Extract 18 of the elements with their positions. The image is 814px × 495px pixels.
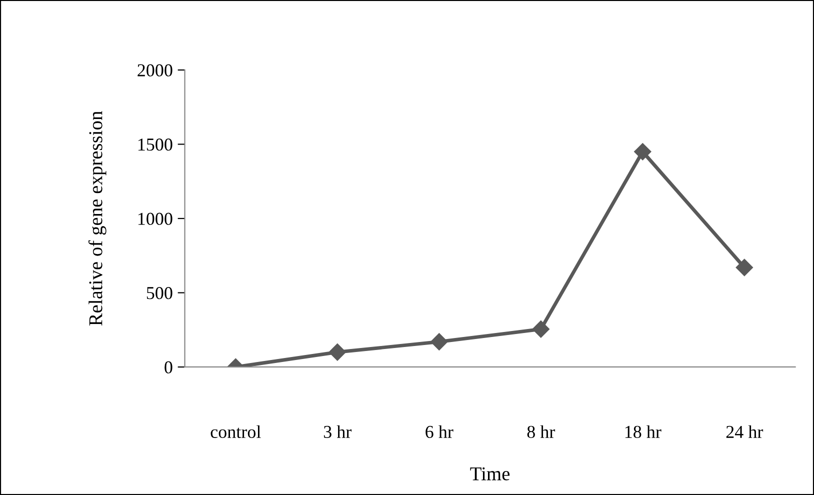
y-tick-label: 1000 xyxy=(138,212,172,225)
x-tick-label: 24 hr xyxy=(726,425,764,438)
x-tick-label: control xyxy=(210,425,261,438)
x-tick-label: 3 hr xyxy=(324,425,352,438)
x-tick-label: 6 hr xyxy=(426,425,454,438)
point xyxy=(430,333,448,350)
point xyxy=(736,258,753,276)
point xyxy=(328,344,346,361)
x-axis-title: Time xyxy=(470,467,510,480)
point xyxy=(634,143,652,160)
y-tick-label: 500 xyxy=(146,287,172,300)
y-tick-label: 1500 xyxy=(138,138,172,151)
x-tick-label: 18 hr xyxy=(625,425,662,438)
y-axis-title: Relative of gene expression xyxy=(88,111,106,326)
x-tick-label: 8 hr xyxy=(527,425,556,438)
point xyxy=(532,320,550,338)
y-tick-label: 2000 xyxy=(138,64,172,76)
y-tick-label: 0 xyxy=(164,361,172,374)
